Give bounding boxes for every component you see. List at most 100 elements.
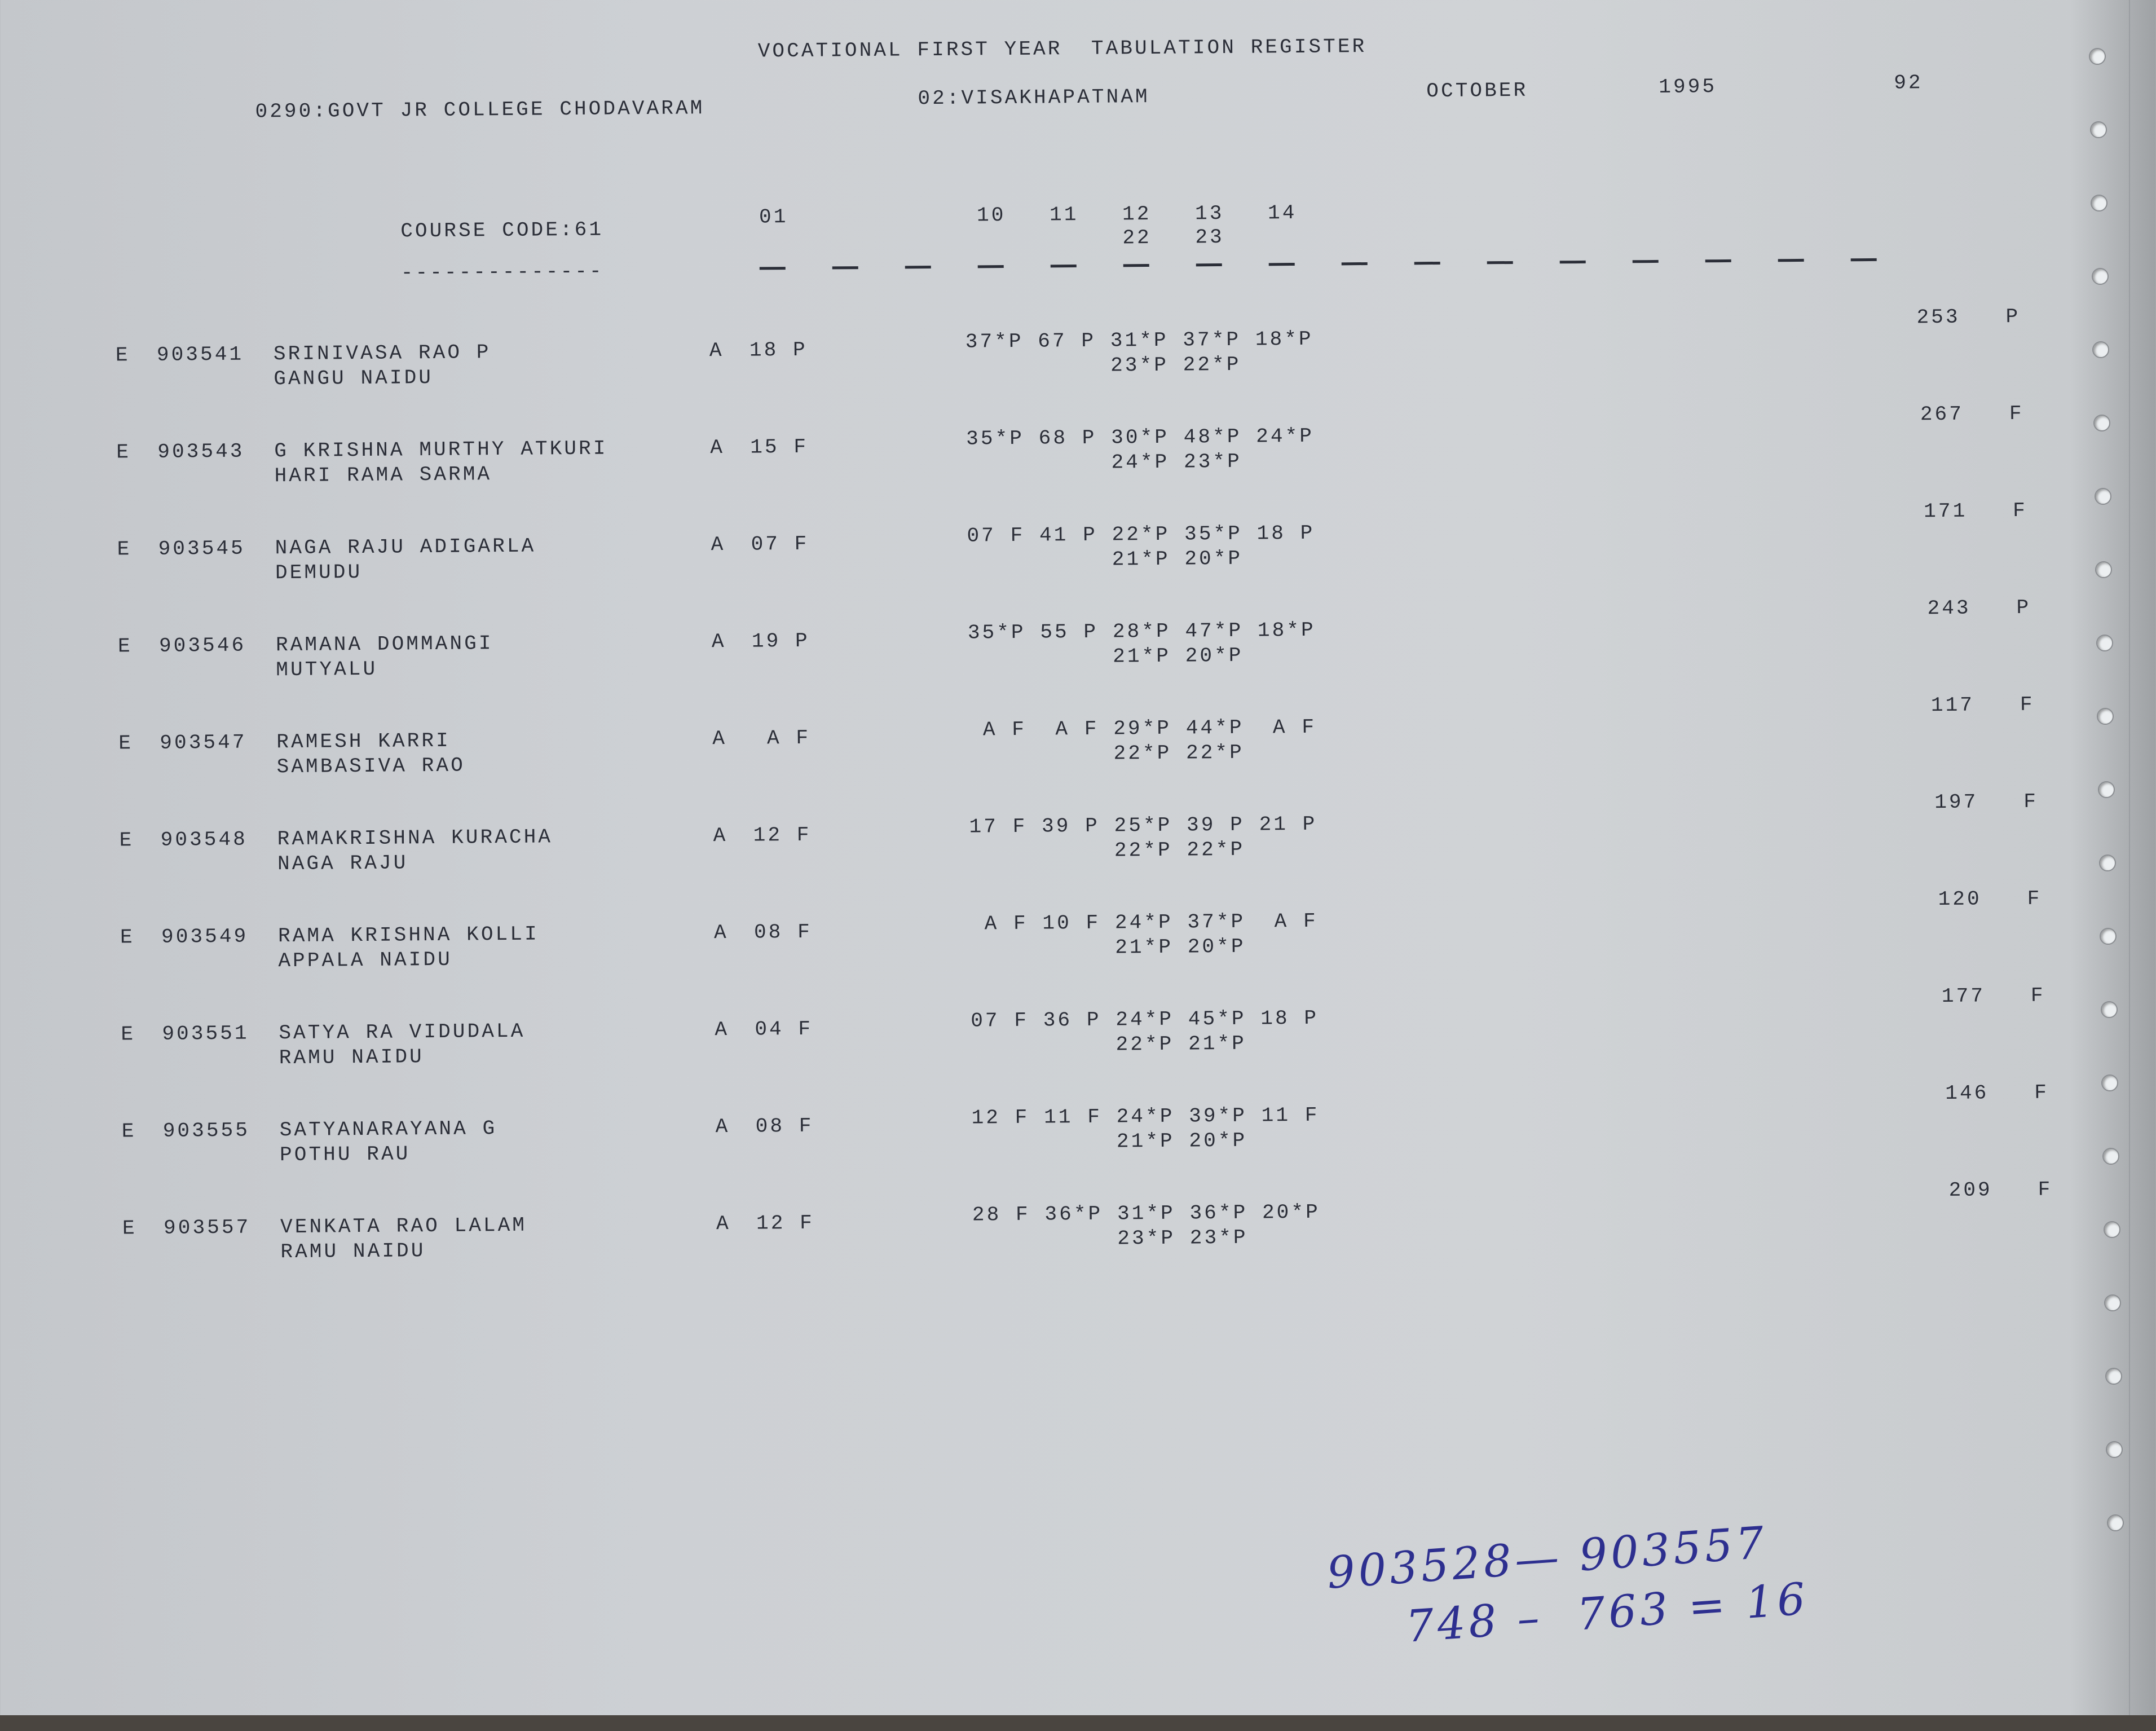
dash — [832, 266, 858, 270]
parent-name: NAGA RAJU — [277, 851, 408, 876]
total-marks: 253 — [1916, 305, 1960, 329]
sprocket-hole — [2104, 1294, 2122, 1311]
final-result: F — [2034, 1081, 2049, 1104]
district-name: 02:VISAKHAPATNAM — [918, 85, 1150, 111]
scanner-edge — [0, 1715, 2156, 1731]
subject-marks-line1: 07 F 41 P 22*P 35*P 18 P — [967, 521, 1315, 548]
medium: A — [711, 629, 726, 654]
column-heading: 13 — [1194, 201, 1224, 226]
exam-year: 1995 — [1659, 75, 1717, 99]
sprocket-hole — [2089, 48, 2106, 65]
subject-marks-line1: 35*P 55 P 28*P 47*P 18*P — [967, 618, 1316, 645]
roll-number: 903541 — [156, 342, 244, 367]
course-code-underline: -------------- — [400, 259, 604, 285]
parent-name: RAMU NAIDU — [280, 1239, 426, 1264]
final-result: P — [2016, 596, 2031, 619]
student-name: SATYA RA VIDUDALA — [279, 1019, 526, 1045]
exam-type: E — [115, 343, 130, 367]
exam-type: E — [116, 441, 131, 464]
exam-month: OCTOBER — [1426, 78, 1528, 103]
roll-number: 903546 — [158, 633, 246, 658]
dash — [977, 265, 1004, 268]
parent-name: POTHU RAU — [279, 1142, 411, 1167]
medium: A — [715, 1115, 730, 1139]
dash — [1778, 258, 1804, 262]
student-name: RAMA KRISHNA KOLLI — [277, 922, 539, 948]
final-result: F — [2038, 1178, 2053, 1201]
part1-mark: 08 F — [753, 920, 813, 944]
exam-type: E — [117, 538, 132, 561]
dash — [1050, 265, 1077, 268]
exam-type: E — [119, 829, 134, 852]
roll-number: 903551 — [162, 1021, 249, 1046]
total-marks: 146 — [1945, 1081, 1989, 1105]
parent-name: GANGU NAIDU — [274, 365, 434, 391]
roll-number: 903557 — [163, 1215, 251, 1240]
parent-name: HARI RAMA SARMA — [274, 463, 492, 488]
student-name: SATYANARAYANA G — [279, 1117, 497, 1142]
sprocket-hole — [2105, 1368, 2122, 1385]
part1-mark: 12 F — [756, 1211, 815, 1235]
final-result: F — [2013, 499, 2028, 522]
medium: A — [711, 532, 726, 557]
exam-type: E — [121, 1023, 136, 1046]
dash — [1341, 262, 1368, 266]
roll-number: 903543 — [157, 439, 245, 464]
dash — [1196, 263, 1222, 267]
sprocket-hole — [2094, 488, 2111, 505]
roll-number: 903549 — [161, 924, 249, 949]
sprocket-hole — [2098, 855, 2116, 871]
student-name: RAMAKRISHNA KURACHA — [277, 825, 553, 851]
column-heading: 14 — [1267, 201, 1297, 225]
dash — [1268, 262, 1295, 266]
subject-marks-line2: 23*P 22*P — [1110, 353, 1241, 377]
student-name: SRINIVASA RAO P — [273, 341, 491, 366]
total-marks: 177 — [1941, 984, 1986, 1008]
dash — [1850, 258, 1877, 262]
final-result: F — [2030, 984, 2045, 1007]
student-name: RAMESH KARRI — [276, 729, 451, 754]
subject-marks-line1: A F A F 29*P 44*P A F — [968, 715, 1317, 742]
sprocket-hole — [2098, 781, 2115, 798]
roll-number: 903548 — [160, 827, 248, 852]
part1-mark: 04 F — [755, 1017, 813, 1041]
sprocket-hole — [2102, 1148, 2119, 1165]
sprocket-hole — [2103, 1221, 2120, 1238]
dash — [1559, 260, 1586, 264]
parent-name: APPALA NAIDU — [278, 948, 453, 973]
subject-marks-line2: 21*P 20*P — [1115, 935, 1246, 959]
total-marks: 243 — [1927, 596, 1971, 620]
sprocket-hole — [2106, 1441, 2123, 1458]
column-heading: 10 — [976, 204, 1006, 227]
roll-number: 903547 — [160, 730, 247, 755]
exam-type: E — [122, 1217, 137, 1240]
dash — [1705, 259, 1731, 263]
subject-marks-line1: 37*P 67 P 31*P 37*P 18*P — [965, 327, 1313, 354]
part1-mark: 18 P — [749, 338, 808, 362]
sprocket-hole — [2096, 635, 2113, 651]
sprocket-hole — [2107, 1514, 2124, 1531]
dash — [1632, 259, 1659, 263]
total-marks: 197 — [1934, 790, 1978, 814]
student-name: VENKATA RAO LALAM — [280, 1213, 527, 1239]
medium: A — [713, 823, 728, 848]
final-result: F — [2020, 693, 2035, 716]
parent-name: MUTYALU — [276, 657, 378, 682]
part1-mark: 12 F — [753, 823, 812, 847]
total-marks: 117 — [1930, 693, 1975, 717]
sprocket-hole — [2089, 121, 2107, 138]
dash — [1414, 261, 1440, 265]
sprocket-hole — [2093, 415, 2110, 431]
course-code: COURSE CODE:61 — [400, 218, 604, 243]
column-heading: 11 — [1049, 202, 1079, 227]
exam-type: E — [120, 926, 135, 949]
final-result: F — [2009, 402, 2024, 426]
student-name: NAGA RAJU ADIGARLA — [275, 534, 536, 560]
subject-marks-line2: 24*P 23*P — [1111, 450, 1242, 474]
medium: A — [712, 726, 728, 751]
total-marks: 267 — [1920, 402, 1964, 426]
roll-number: 903555 — [162, 1118, 250, 1143]
sprocket-hole — [2097, 708, 2114, 725]
parent-name: SAMBASIVA RAO — [276, 754, 466, 779]
